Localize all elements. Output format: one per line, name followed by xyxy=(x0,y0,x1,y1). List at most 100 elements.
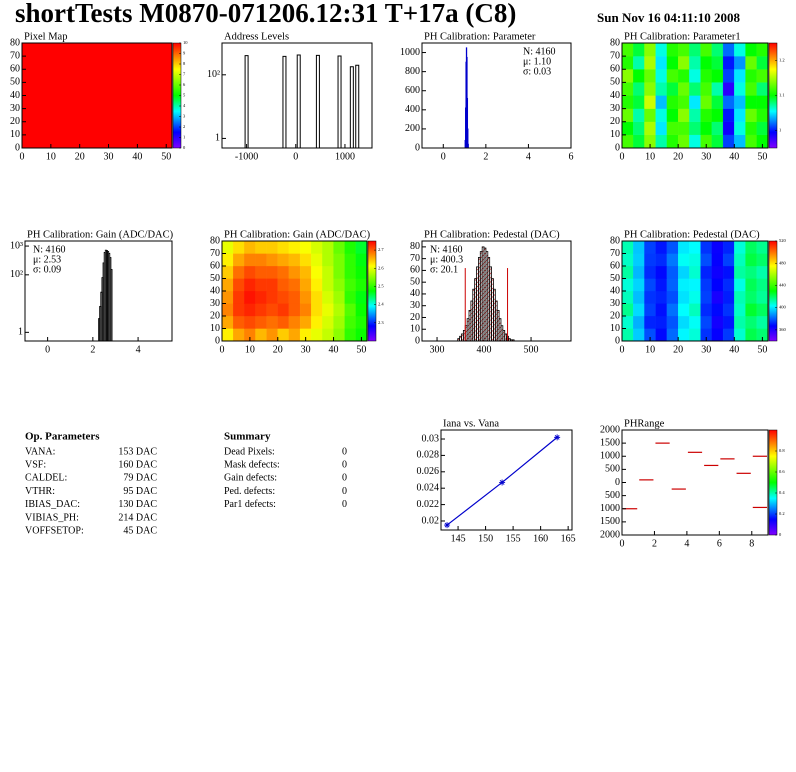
heatmap-cell xyxy=(233,290,245,304)
heatmap-cell xyxy=(678,95,690,109)
y-tick-label: 70 xyxy=(210,248,220,259)
z-tick-label: 400 xyxy=(779,305,787,310)
z-tick-label: 2 xyxy=(183,124,185,129)
x-tick-label: 30 xyxy=(104,151,114,162)
heatmap-cell xyxy=(700,82,712,96)
heatmap-cell xyxy=(644,278,656,292)
stats-entry: N: 4160 xyxy=(523,46,556,57)
heatmap-cell xyxy=(255,253,267,267)
heatmap-cell xyxy=(745,82,757,96)
heatmap-cell xyxy=(622,69,634,83)
x-tick-label: 0 xyxy=(620,538,625,549)
heatmap-cell xyxy=(233,241,245,254)
heatmap-cell xyxy=(700,253,712,267)
heatmap-cell xyxy=(655,290,668,304)
heatmap-cell xyxy=(355,265,367,279)
op-parameter-name: IBIAS_DAC: xyxy=(25,499,80,510)
plot: Address Levels -1000 0 1000 1 10² xyxy=(207,31,373,162)
x-tick-label: 20 xyxy=(273,344,283,355)
heatmap-cell xyxy=(633,278,645,292)
x-tick-label: 4 xyxy=(684,538,689,549)
heatmap-cell xyxy=(244,241,256,254)
heatmap-cell xyxy=(756,315,768,329)
frame xyxy=(421,42,572,149)
heatmap-cell xyxy=(722,278,735,292)
marker xyxy=(499,479,506,486)
heatmap-cell xyxy=(756,121,768,136)
heatmap-cell xyxy=(288,303,301,317)
heatmap-cell xyxy=(311,315,323,329)
z-tick-label: 1.2 xyxy=(779,58,785,63)
y-tick-label: 0 xyxy=(615,142,620,153)
heatmap-cell xyxy=(322,328,334,341)
x-tick-label: 2 xyxy=(652,538,657,549)
z-tick-label: 0.4 xyxy=(779,490,785,495)
heatmap-cell xyxy=(633,328,645,341)
frame xyxy=(221,42,373,149)
x-tick-label: 50 xyxy=(356,344,366,355)
heatmap-cell xyxy=(622,95,634,109)
heatmap-cell xyxy=(244,278,256,292)
x-tick-label: 1000 xyxy=(335,151,355,162)
heatmap-cell xyxy=(311,290,323,304)
y-tick-label: 50 xyxy=(610,273,620,284)
heatmap-cell xyxy=(700,55,712,70)
heatmap-cell xyxy=(622,55,634,70)
heatmap-cell xyxy=(689,241,701,254)
heatmap-cell xyxy=(678,69,690,83)
heatmap-cell xyxy=(666,253,679,267)
y-tick-label: 20 xyxy=(410,312,420,323)
x-tick-label: 0 xyxy=(620,344,625,355)
heatmap-cell xyxy=(666,290,679,304)
plot: PHRange 0 2 4 6 8 2000 1500 1000 500 0 500 1000 1500 2… xyxy=(600,418,785,549)
y-tick-label: 10³ xyxy=(10,240,23,251)
heatmap-cell xyxy=(244,315,256,329)
heatmap-cell xyxy=(277,328,290,341)
heatmap-cell xyxy=(655,95,668,109)
z-tick-label: 2.7 xyxy=(378,247,384,252)
heatmap-cell xyxy=(299,265,312,279)
heatmap-cell xyxy=(355,241,367,254)
heatmap-cell xyxy=(678,121,690,136)
heatmap-cell xyxy=(233,315,245,329)
heatmap-cell xyxy=(655,328,668,341)
heatmap-cell xyxy=(756,43,768,57)
y-tick-label: 70 xyxy=(610,248,620,259)
heatmap-cell xyxy=(266,303,278,317)
heatmap-cell xyxy=(266,328,278,341)
y-tick-label: 20 xyxy=(610,116,620,127)
z-tick-label: 0.2 xyxy=(779,511,785,516)
heatmap-cell xyxy=(666,328,679,341)
op-parameter-value: 79 DAC xyxy=(123,473,157,484)
y-tick-label: 60 xyxy=(610,64,620,75)
heatmap-cell xyxy=(700,290,712,304)
heatmap-cell xyxy=(756,265,768,279)
y-tick-label: 2000 xyxy=(600,424,620,435)
heatmap-cell xyxy=(222,303,234,317)
y-tick-label: 0 xyxy=(415,335,420,346)
marker xyxy=(554,434,561,441)
heatmap-cell xyxy=(666,134,679,148)
heatmap-cell xyxy=(322,278,334,292)
page-title: shortTests M0870-071206.12:31 T+17a (C8) xyxy=(15,0,516,28)
z-tick-label: 520 xyxy=(779,238,787,243)
heatmap-cell xyxy=(288,253,301,267)
heatmap-cell xyxy=(689,303,701,317)
heatmap-cell xyxy=(689,69,701,83)
summary-value: 0 xyxy=(342,446,347,457)
x-tick-label: 0 xyxy=(45,344,50,355)
heatmap-cell xyxy=(689,55,701,70)
frame xyxy=(421,240,572,342)
x-tick-label: 4 xyxy=(136,344,141,355)
frame xyxy=(24,240,173,342)
op-parameter-value: 95 DAC xyxy=(123,486,157,497)
x-tick-label: 0 xyxy=(20,151,25,162)
heatmap-cell xyxy=(344,315,356,329)
heatmap-cell xyxy=(299,303,312,317)
summary-label: Ped. defects: xyxy=(224,486,275,497)
heatmap-cell xyxy=(722,253,735,267)
x-tick-label: 0 xyxy=(220,344,225,355)
y-tick-label: 10 xyxy=(410,324,420,335)
heatmap-cell xyxy=(745,265,757,279)
histogram-bar xyxy=(467,143,469,148)
